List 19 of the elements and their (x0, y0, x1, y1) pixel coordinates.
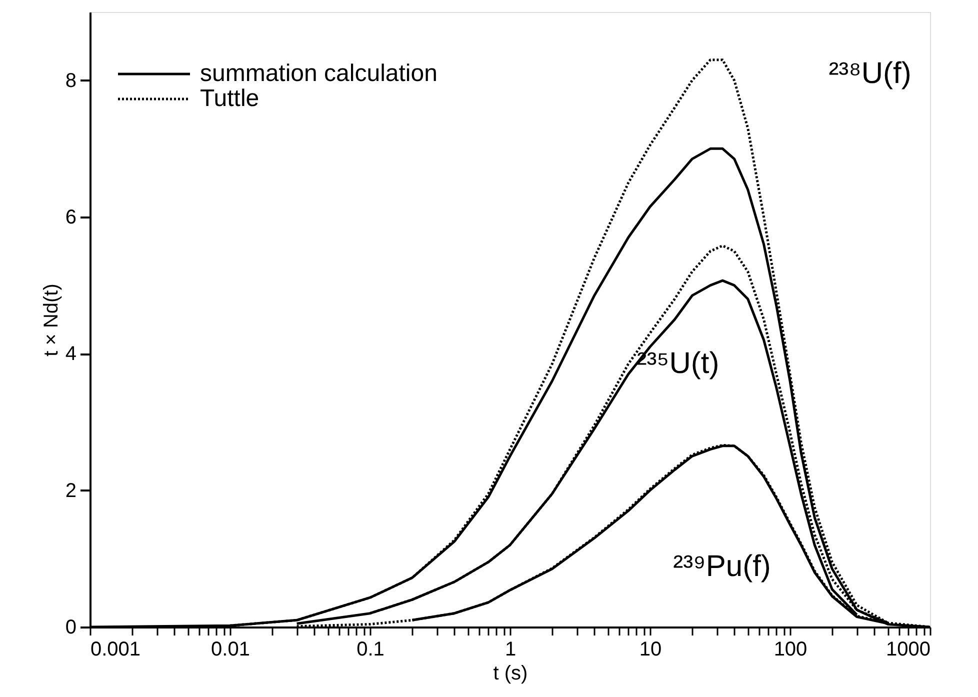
x-tick-label: 100 (774, 638, 808, 660)
annotation: ²³⁵U(t) (636, 347, 720, 380)
y-tick-label: 0 (65, 616, 76, 638)
y-axis-title: t × Nd(t) (40, 284, 62, 356)
annotation: ²³⁹Pu(f) (673, 550, 771, 583)
y-tick-label: 2 (65, 480, 76, 502)
legend-label: Tuttle (200, 85, 260, 112)
y-tick-label: 4 (65, 343, 76, 366)
x-axis-title: t (s) (493, 662, 528, 684)
x-tick-label: 0.01 (211, 638, 250, 660)
annotation: ²³⁸U(f) (828, 57, 912, 90)
y-tick-label: 6 (65, 206, 76, 228)
x-tick-label: 10 (639, 638, 662, 660)
x-tick-label: 0.001 (90, 638, 141, 660)
x-tick-label: 0.1 (356, 638, 384, 660)
y-tick-label: 8 (65, 70, 76, 92)
legend-label: summation calculation (200, 60, 438, 87)
x-tick-label: 1000 (886, 638, 930, 660)
x-tick-label: 1 (504, 638, 516, 660)
